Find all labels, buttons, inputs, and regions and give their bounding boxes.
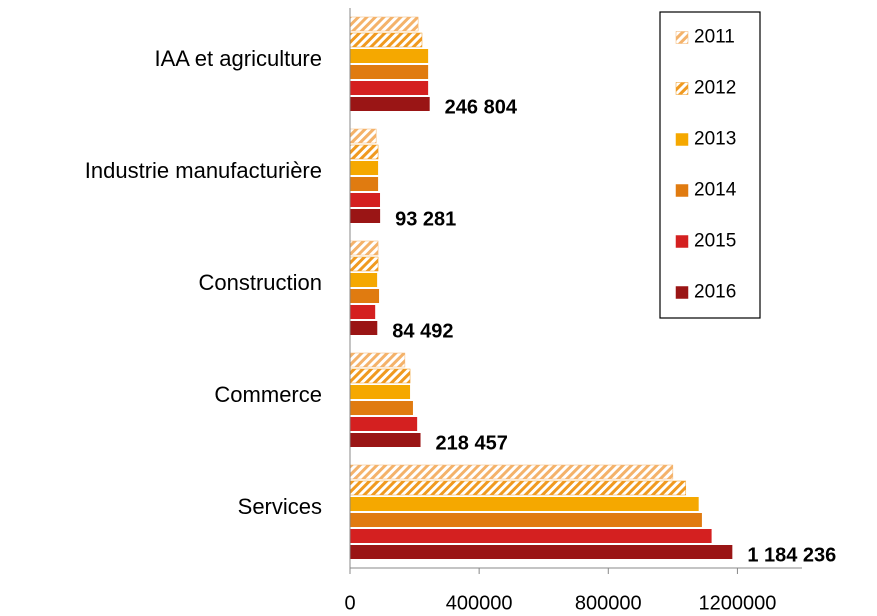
bar <box>350 385 411 399</box>
bar <box>350 545 733 559</box>
bar <box>349 368 411 384</box>
x-tick-label: 400000 <box>446 592 513 614</box>
bar <box>349 16 419 32</box>
value-label: 246 804 <box>445 96 518 118</box>
legend-swatch <box>675 133 689 146</box>
bar <box>350 177 379 191</box>
bar <box>350 97 430 111</box>
bar <box>350 529 712 543</box>
bar <box>350 497 699 511</box>
category-label: Industrie manufacturière <box>85 158 322 183</box>
bar <box>349 352 406 368</box>
bar <box>350 209 381 223</box>
x-tick-label: 0 <box>344 592 355 614</box>
legend-swatch <box>675 82 689 95</box>
bar <box>350 49 429 63</box>
value-label: 93 281 <box>395 208 456 230</box>
legend-swatch <box>675 235 689 248</box>
bar <box>349 32 423 48</box>
bar <box>350 81 429 95</box>
bar <box>350 321 378 335</box>
bar <box>349 464 674 480</box>
category-label: Commerce <box>214 382 322 407</box>
bar <box>350 161 379 175</box>
category-label: Services <box>238 494 322 519</box>
value-label: 1 184 236 <box>747 544 836 566</box>
bar <box>350 305 376 319</box>
legend-label: 2011 <box>694 27 735 48</box>
bar <box>350 289 380 303</box>
bar <box>350 193 381 207</box>
bar <box>350 273 378 287</box>
legend-label: 2016 <box>694 282 736 303</box>
legend-swatch <box>675 286 689 299</box>
bar <box>349 128 377 144</box>
category-label: Construction <box>198 270 322 295</box>
x-tick-label: 1200000 <box>698 592 776 614</box>
legend-label: 2012 <box>694 78 736 99</box>
bar <box>349 480 687 496</box>
bar <box>349 144 379 160</box>
legend-swatch <box>675 184 689 197</box>
bar <box>349 256 379 272</box>
legend-box <box>659 11 761 319</box>
value-label: 218 457 <box>436 432 508 454</box>
x-tick-label: 800000 <box>575 592 642 614</box>
bar <box>350 433 421 447</box>
legend-label: 2014 <box>694 180 737 201</box>
legend-label: 2015 <box>694 231 736 252</box>
legend-swatch <box>675 31 689 44</box>
bar <box>350 417 418 431</box>
bar <box>350 513 702 527</box>
category-label: IAA et agriculture <box>154 46 322 71</box>
value-label: 84 492 <box>392 320 453 342</box>
bar <box>350 401 413 415</box>
bar <box>350 65 429 79</box>
bar <box>349 240 379 256</box>
legend-label: 2013 <box>694 129 736 150</box>
